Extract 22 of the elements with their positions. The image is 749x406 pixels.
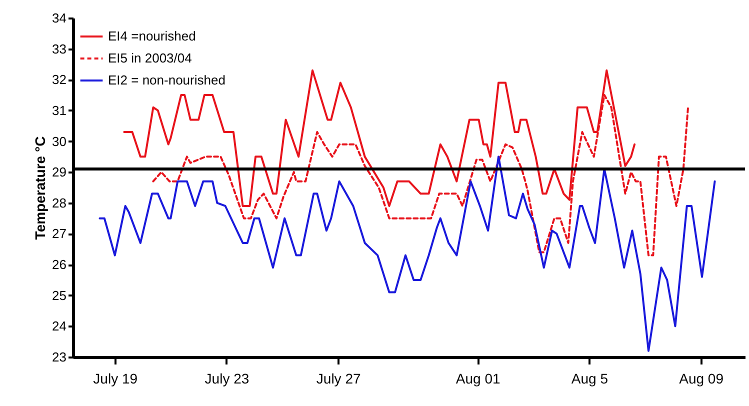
- legend-label: EI2 = non-nourished: [108, 72, 226, 88]
- x-tick-label: July 27: [316, 370, 361, 386]
- x-tick-label: July 23: [204, 370, 250, 386]
- y-tick-label: 26: [52, 257, 66, 272]
- y-tick-label: 25: [52, 288, 66, 303]
- y-tick-label: 34: [52, 10, 66, 26]
- y-tick-label: 28: [52, 195, 66, 210]
- x-tick-label: Aug 01: [456, 370, 500, 386]
- legend-label: EI4 =nourished: [108, 28, 196, 44]
- y-tick-label: 29: [52, 164, 66, 180]
- y-tick-label: 33: [52, 41, 66, 56]
- y-tick-label: 24: [52, 318, 66, 334]
- y-tick-label: 32: [52, 72, 66, 88]
- x-tick-label: July 19: [93, 370, 138, 386]
- legend-label: EI5 in 2003/04: [108, 50, 192, 66]
- y-tick-label: 23: [52, 350, 66, 364]
- y-tick-label: 27: [52, 226, 66, 242]
- x-tick-label: Aug 5: [571, 370, 608, 386]
- x-tick-label: Aug 09: [679, 370, 724, 386]
- y-axis-title: Temperature °C: [32, 136, 48, 240]
- y-tick-label: 31: [52, 102, 66, 118]
- y-tick-label: 30: [52, 134, 66, 149]
